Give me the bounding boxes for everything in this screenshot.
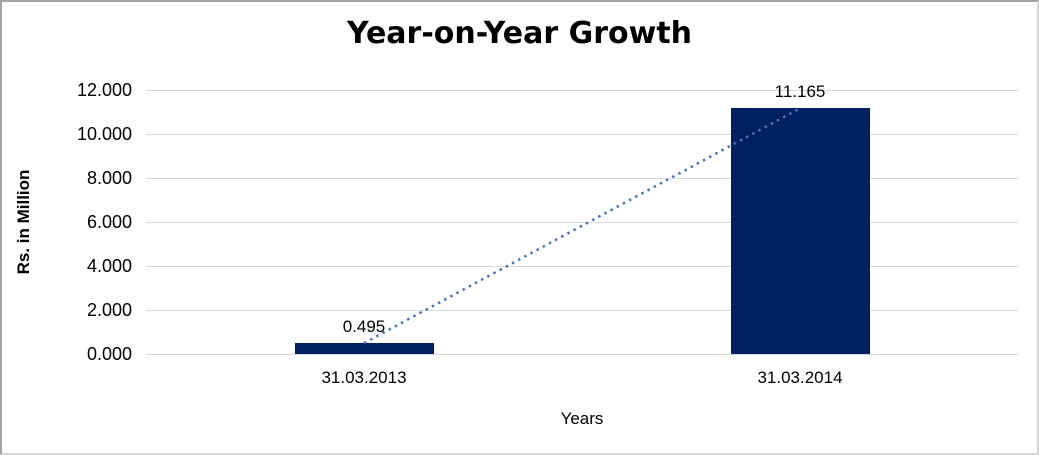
x-axis-title: Years <box>560 409 604 428</box>
gridline <box>146 134 1018 135</box>
gridline <box>146 178 1018 179</box>
y-axis-tick-label: 8.000 <box>86 168 132 188</box>
gridline <box>146 310 1018 311</box>
bar-31.03.2014 <box>730 108 870 354</box>
y-axis-tick-label: 4.000 <box>86 256 132 276</box>
bar-31.03.2013 <box>294 343 434 354</box>
y-axis-tick-label: 12.000 <box>76 80 132 100</box>
data-label: 0.495 <box>342 317 386 337</box>
x-axis-tick-labels: 31.03.2013 31.03.2014 <box>2 368 1037 390</box>
data-label: 11.165 <box>774 82 826 102</box>
gridline <box>146 222 1018 223</box>
trendline-segment <box>363 107 801 345</box>
y-axis-tick-label: 6.000 <box>86 212 132 232</box>
gridline <box>146 354 1018 355</box>
chart-title: Year-on-Year Growth <box>346 16 693 51</box>
y-axis-tick-label: 0.000 <box>86 344 132 364</box>
x-axis-tick-label: 31.03.2013 <box>321 368 407 387</box>
gridline <box>146 90 1018 91</box>
y-axis-tick-label: 10.000 <box>76 124 132 144</box>
gridline <box>146 266 1018 267</box>
x-axis-tick-label: 31.03.2014 <box>757 368 843 387</box>
trendline <box>363 107 801 345</box>
y-axis-tick-label: 2.000 <box>86 300 132 320</box>
plot-area: 0.495 11.165 <box>146 82 1018 355</box>
y-axis-tick-labels: 0.000 2.000 4.000 6.000 8.000 10.000 12.000 <box>2 80 132 364</box>
